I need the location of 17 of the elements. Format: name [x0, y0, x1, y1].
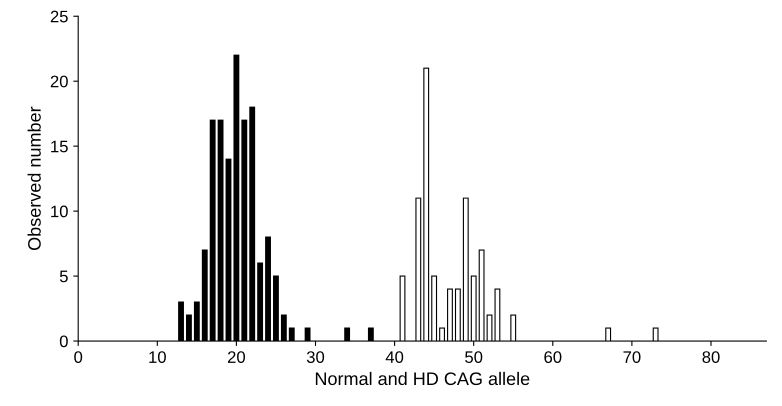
x-tick-label: 10 [149, 351, 166, 364]
y-tick-label: 0 [60, 335, 68, 348]
y-tick-label: 5 [60, 270, 68, 282]
x-tick-label: 30 [306, 351, 324, 364]
x-axis-title: Normal and HD CAG allele [316, 372, 530, 386]
x-tick-label: 70 [623, 351, 641, 364]
y-tick-label: 10 [51, 206, 68, 218]
y-tick-label: 15 [51, 140, 68, 152]
y-tick-label: 20 [50, 76, 68, 88]
x-tick-label: 80 [702, 351, 720, 364]
x-tick-label: 40 [386, 351, 404, 364]
x-tick-label: 0 [74, 351, 82, 364]
x-tick-label: 60 [544, 351, 562, 364]
x-tick-label: 20 [228, 351, 246, 364]
y-axis-title: Observed number [28, 106, 41, 250]
x-tick-label: 50 [465, 351, 482, 364]
y-tick-label: 25 [50, 10, 68, 22]
